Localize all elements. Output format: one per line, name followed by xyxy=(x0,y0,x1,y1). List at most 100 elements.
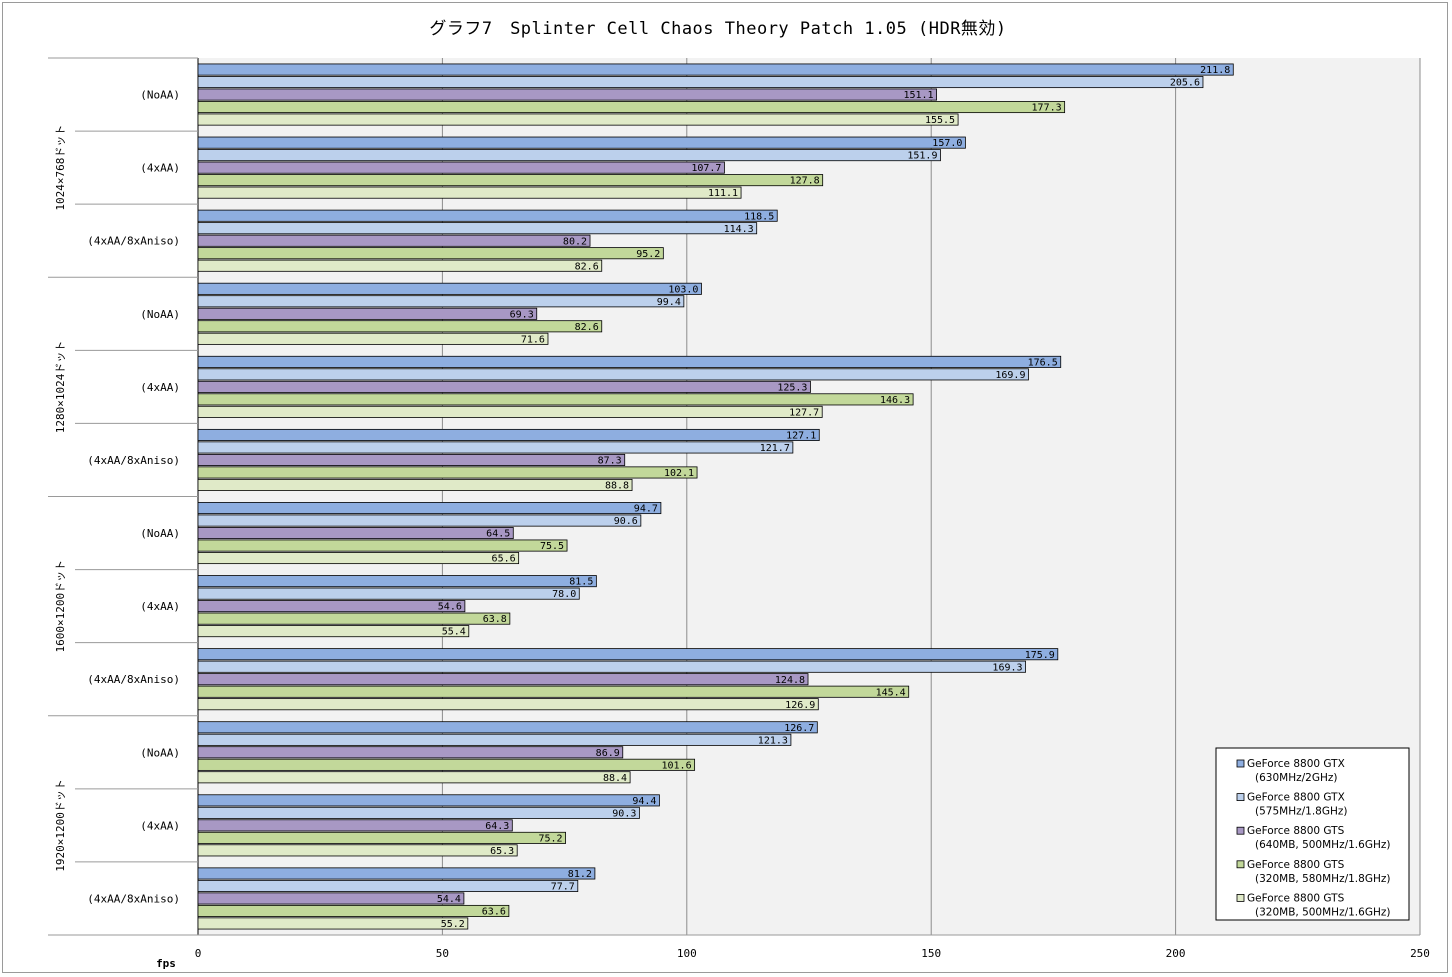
bar-s4-c7 xyxy=(197,625,470,638)
legend-swatch-4 xyxy=(1236,894,1245,902)
data-label-s0-c8: 175.9 xyxy=(1025,650,1055,661)
data-label-s1-c4: 169.9 xyxy=(995,370,1025,381)
bar-s4-c5 xyxy=(197,478,633,491)
data-label-s1-c0: 205.6 xyxy=(1170,78,1200,89)
bar-s0-c9 xyxy=(197,721,818,734)
data-label-s0-c7: 81.5 xyxy=(569,577,593,588)
data-label-s4-c4: 127.7 xyxy=(789,407,819,418)
data-label-s0-c3: 103.0 xyxy=(668,284,698,295)
bar-s2-c3 xyxy=(197,307,538,320)
data-label-s3-c6: 75.5 xyxy=(540,541,564,552)
x-tick-label-1: 50 xyxy=(436,947,449,960)
bar-s0-c11 xyxy=(197,867,596,880)
category-label-8: (4xAA/8xAniso) xyxy=(87,673,180,686)
data-label-s1-c9: 121.3 xyxy=(758,735,788,746)
legend-swatch-3 xyxy=(1236,860,1245,869)
data-label-s1-c11: 77.7 xyxy=(551,882,575,893)
x-tick-label-5: 250 xyxy=(1410,947,1430,960)
bar-s1-c1 xyxy=(197,149,941,162)
bar-s4-c10 xyxy=(197,844,518,857)
legend-entry-detail-3: (320MB, 580MHz/1.8GHz) xyxy=(1255,873,1390,885)
bar-s4-c3 xyxy=(197,332,549,345)
bar-s0-c10 xyxy=(197,794,660,807)
bar-s2-c6 xyxy=(197,527,514,540)
category-label-0: (NoAA) xyxy=(140,89,180,102)
data-label-s3-c4: 146.3 xyxy=(880,395,910,406)
data-label-s1-c10: 90.3 xyxy=(612,808,636,819)
x-tick-label-4: 200 xyxy=(1166,947,1186,960)
bar-s2-c10 xyxy=(197,819,513,832)
data-label-s4-c10: 65.3 xyxy=(490,846,514,857)
bar-s1-c2 xyxy=(197,222,758,235)
bar-s2-c11 xyxy=(197,892,465,905)
data-label-s2-c11: 54.4 xyxy=(437,894,461,905)
x-tick-label-3: 150 xyxy=(921,947,941,960)
group-label-1: 1280×1024ドット xyxy=(54,341,67,434)
data-label-s0-c11: 81.2 xyxy=(568,869,592,880)
bar-s1-c3 xyxy=(197,295,685,308)
bar-s4-c0 xyxy=(197,113,959,126)
data-label-s4-c3: 71.6 xyxy=(521,334,545,345)
legend-box xyxy=(1215,747,1410,921)
category-label-5: (4xAA/8xAniso) xyxy=(87,454,180,467)
data-label-s2-c5: 87.3 xyxy=(598,456,622,467)
x-axis-label: fps xyxy=(156,957,176,970)
data-label-s3-c3: 82.6 xyxy=(575,322,599,333)
data-label-s2-c9: 86.9 xyxy=(596,748,620,759)
data-label-s3-c8: 145.4 xyxy=(876,687,906,698)
bar-s3-c1 xyxy=(197,174,824,187)
data-label-s3-c10: 75.2 xyxy=(538,833,562,844)
data-label-s1-c1: 151.9 xyxy=(907,151,937,162)
data-label-s4-c6: 65.6 xyxy=(492,554,516,565)
bar-s0-c7 xyxy=(197,575,597,588)
bar-s3-c8 xyxy=(197,685,910,698)
bar-s3-c10 xyxy=(197,831,566,844)
bar-s3-c9 xyxy=(197,758,696,771)
data-label-s4-c7: 55.4 xyxy=(442,627,466,638)
bar-s1-c6 xyxy=(197,514,642,527)
data-label-s0-c0: 211.8 xyxy=(1200,65,1230,76)
data-label-s1-c2: 114.3 xyxy=(724,224,754,235)
data-label-s4-c11: 55.2 xyxy=(441,919,465,930)
data-label-s1-c5: 121.7 xyxy=(760,443,790,454)
chart-title: グラフ7 Splinter Cell Chaos Theory Patch 1.… xyxy=(429,19,1007,39)
bar-s0-c3 xyxy=(197,282,702,295)
legend-entry-3: GeForce 8800 GTS xyxy=(1247,859,1345,871)
category-label-4: (4xAA) xyxy=(140,381,180,394)
bar-s4-c2 xyxy=(197,259,603,272)
legend-entry-detail-4: (320MB, 500MHz/1.6GHz) xyxy=(1255,906,1390,918)
data-label-s0-c6: 94.7 xyxy=(634,504,658,515)
data-label-s2-c0: 151.1 xyxy=(903,90,933,101)
legend-swatch-0 xyxy=(1236,759,1245,768)
bar-s2-c8 xyxy=(197,673,809,686)
group-label-2: 1600×1200ドット xyxy=(54,560,67,653)
bar-s4-c9 xyxy=(197,771,631,784)
bar-s1-c10 xyxy=(197,806,640,819)
bar-s1-c5 xyxy=(197,441,794,454)
bar-s2-c7 xyxy=(197,600,466,613)
bar-s0-c4 xyxy=(197,355,1062,368)
bar-s0-c2 xyxy=(197,209,778,222)
data-label-s4-c8: 126.9 xyxy=(785,700,815,711)
group-label-3: 1920×1200ドット xyxy=(54,779,67,872)
data-label-s4-c5: 88.8 xyxy=(605,481,629,492)
data-label-s4-c1: 111.1 xyxy=(708,188,738,199)
data-label-s4-c9: 88.4 xyxy=(603,773,627,784)
data-label-s2-c10: 64.3 xyxy=(485,821,509,832)
legend-entry-detail-1: (575MHz/1.8GHz) xyxy=(1255,806,1347,818)
bar-s0-c0 xyxy=(197,63,1234,76)
data-label-s4-c2: 82.6 xyxy=(575,261,599,272)
bar-s4-c8 xyxy=(197,698,819,711)
data-label-s1-c3: 99.4 xyxy=(657,297,681,308)
category-label-7: (4xAA) xyxy=(140,600,180,613)
bar-s2-c5 xyxy=(197,453,626,466)
bar-s1-c8 xyxy=(197,660,1026,673)
data-label-s0-c4: 176.5 xyxy=(1028,357,1058,368)
x-tick-label-2: 100 xyxy=(677,947,697,960)
bar-s3-c5 xyxy=(197,466,698,479)
bar-s2-c0 xyxy=(197,88,937,101)
bar-s0-c6 xyxy=(197,502,662,515)
data-label-s3-c0: 177.3 xyxy=(1032,103,1062,114)
